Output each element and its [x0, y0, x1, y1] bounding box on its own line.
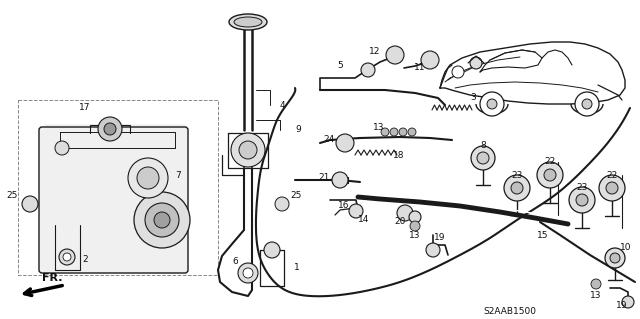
Circle shape — [480, 92, 504, 116]
Circle shape — [576, 194, 588, 206]
Text: 22: 22 — [606, 170, 618, 180]
Text: 10: 10 — [620, 243, 632, 253]
Text: 8: 8 — [480, 140, 486, 150]
Text: 17: 17 — [79, 103, 91, 113]
Text: 15: 15 — [537, 231, 548, 240]
Circle shape — [487, 99, 497, 109]
Circle shape — [582, 99, 592, 109]
Circle shape — [622, 296, 634, 308]
Circle shape — [381, 128, 389, 136]
Text: 18: 18 — [393, 151, 404, 160]
Ellipse shape — [229, 14, 267, 30]
Circle shape — [231, 133, 265, 167]
Circle shape — [390, 128, 398, 136]
Circle shape — [399, 128, 407, 136]
Circle shape — [408, 128, 416, 136]
Text: 6: 6 — [232, 257, 238, 266]
Circle shape — [154, 212, 170, 228]
Circle shape — [606, 182, 618, 194]
Circle shape — [239, 141, 257, 159]
Polygon shape — [42, 125, 185, 270]
Circle shape — [471, 146, 495, 170]
Circle shape — [397, 205, 413, 221]
Circle shape — [426, 243, 440, 257]
Text: 20: 20 — [394, 218, 406, 226]
Circle shape — [610, 253, 620, 263]
Text: 23: 23 — [511, 170, 523, 180]
Circle shape — [605, 248, 625, 268]
Circle shape — [22, 196, 38, 212]
Circle shape — [569, 187, 595, 213]
Circle shape — [275, 197, 289, 211]
Text: 5: 5 — [337, 61, 343, 70]
Circle shape — [575, 92, 599, 116]
Circle shape — [332, 172, 348, 188]
Circle shape — [477, 152, 489, 164]
Text: 13: 13 — [590, 291, 602, 300]
Text: 14: 14 — [358, 216, 369, 225]
Circle shape — [452, 66, 464, 78]
Circle shape — [386, 46, 404, 64]
Text: 19: 19 — [616, 300, 628, 309]
Text: 22: 22 — [545, 158, 556, 167]
Circle shape — [128, 158, 168, 198]
Circle shape — [63, 253, 71, 261]
Text: 21: 21 — [319, 173, 330, 182]
Text: S2AAB1500: S2AAB1500 — [483, 308, 536, 316]
Circle shape — [104, 123, 116, 135]
Circle shape — [59, 249, 75, 265]
Circle shape — [336, 134, 354, 152]
Circle shape — [98, 117, 122, 141]
Text: 24: 24 — [324, 136, 335, 145]
Circle shape — [134, 192, 190, 248]
Circle shape — [55, 141, 69, 155]
FancyBboxPatch shape — [39, 127, 188, 273]
Circle shape — [511, 182, 523, 194]
Circle shape — [537, 162, 563, 188]
Text: 13: 13 — [409, 231, 420, 240]
Circle shape — [409, 211, 421, 223]
Text: 16: 16 — [338, 201, 349, 210]
Circle shape — [504, 175, 530, 201]
Text: 13: 13 — [373, 122, 385, 131]
Text: 1: 1 — [294, 263, 300, 272]
Circle shape — [544, 169, 556, 181]
Text: 25: 25 — [290, 190, 301, 199]
Circle shape — [470, 57, 482, 69]
Circle shape — [421, 51, 439, 69]
Circle shape — [349, 204, 363, 218]
Circle shape — [591, 279, 601, 289]
Text: 9: 9 — [295, 125, 301, 135]
Text: 23: 23 — [576, 183, 588, 192]
Text: 3: 3 — [470, 93, 476, 102]
Ellipse shape — [234, 17, 262, 27]
Circle shape — [410, 221, 420, 231]
Circle shape — [238, 263, 258, 283]
Circle shape — [145, 203, 179, 237]
Text: 7: 7 — [175, 170, 180, 180]
Circle shape — [243, 268, 253, 278]
Text: 12: 12 — [369, 48, 381, 56]
Circle shape — [137, 167, 159, 189]
Text: 11: 11 — [414, 63, 426, 72]
Text: 19: 19 — [435, 234, 445, 242]
Text: FR.: FR. — [42, 273, 62, 283]
Text: 2: 2 — [82, 256, 88, 264]
Circle shape — [361, 63, 375, 77]
Text: 4: 4 — [280, 100, 285, 109]
Circle shape — [599, 175, 625, 201]
Bar — [18, 100, 218, 275]
Text: 25: 25 — [6, 190, 18, 199]
Circle shape — [264, 242, 280, 258]
